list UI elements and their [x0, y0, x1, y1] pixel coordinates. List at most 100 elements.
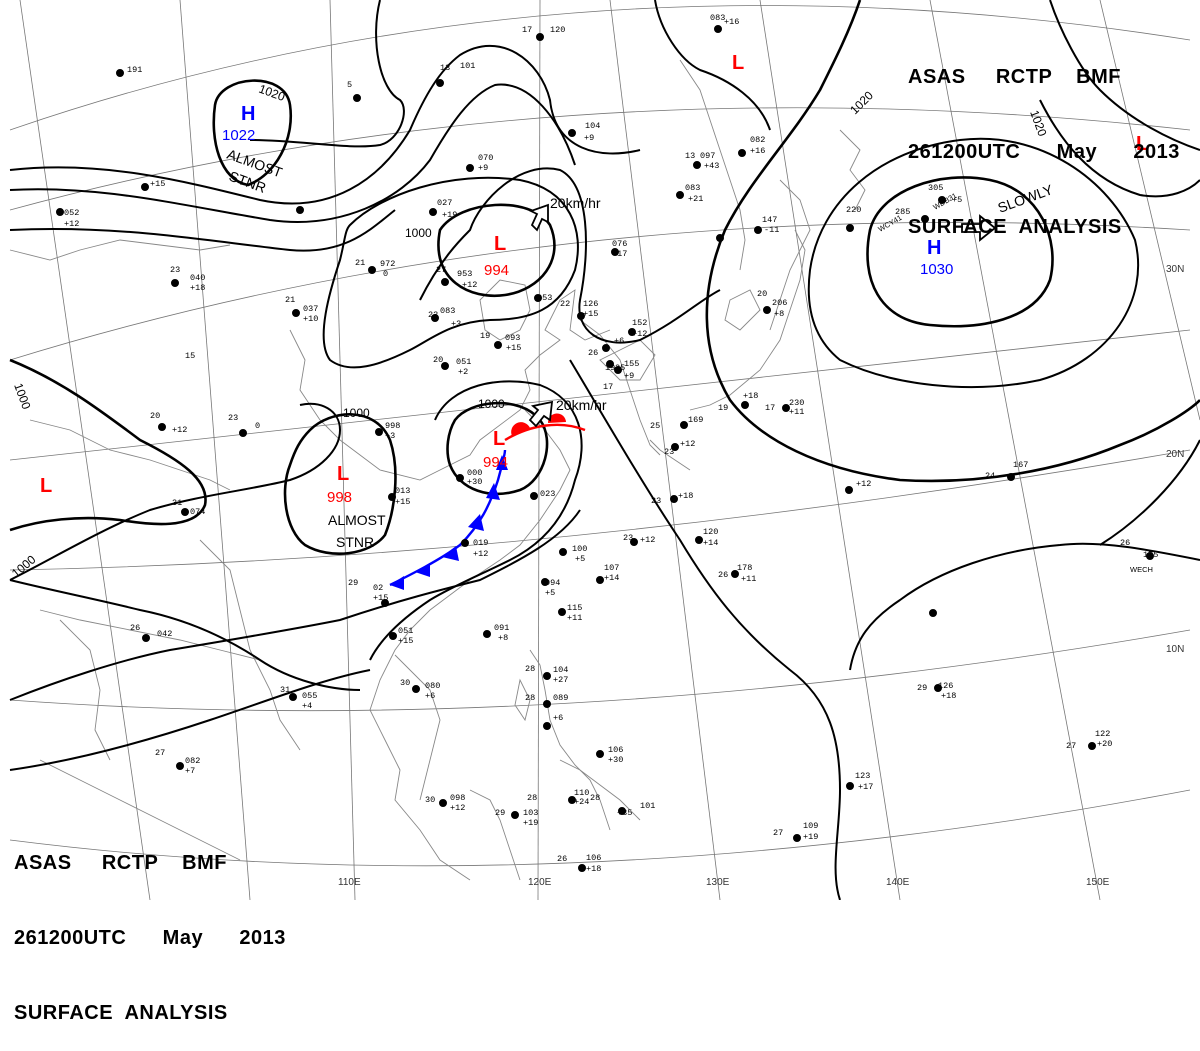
svg-text:+43: +43	[704, 161, 719, 171]
svg-text:15: 15	[185, 351, 195, 361]
isobar-south-2	[9, 509, 581, 701]
station-plots	[56, 25, 1154, 872]
motion-speed-label: 20km/hr	[556, 397, 607, 413]
lon-label: 140E	[886, 877, 910, 888]
high-center-letter: H	[241, 103, 255, 125]
header-line-2: 261200UTC May 2013	[908, 141, 1180, 163]
svg-text:+15: +15	[373, 593, 388, 603]
svg-text:120: 120	[550, 25, 565, 35]
cold-front-tri	[390, 576, 404, 590]
arrow-low1	[528, 203, 549, 232]
svg-text:052: 052	[64, 208, 79, 218]
lon-label: 130E	[706, 877, 730, 888]
svg-text:+18: +18	[678, 491, 693, 501]
svg-text:+17: +17	[858, 782, 873, 792]
svg-text:107: 107	[604, 563, 619, 573]
svg-text:23: 23	[623, 533, 633, 543]
svg-text:175: 175	[1143, 550, 1158, 560]
warm-front-semicircle	[511, 422, 530, 436]
svg-text:+12: +12	[640, 535, 655, 545]
svg-text:147: 147	[762, 215, 777, 225]
lon-label: 150E	[1086, 877, 1110, 888]
svg-text:285: 285	[895, 207, 910, 217]
isobar-north-3	[9, 209, 396, 252]
svg-text:+12: +12	[462, 280, 477, 290]
svg-text:29: 29	[917, 683, 927, 693]
svg-text:094: 094	[545, 578, 560, 588]
svg-text:083: 083	[710, 13, 725, 23]
lat-label: 30N	[1166, 264, 1184, 275]
svg-text:27: 27	[1066, 741, 1076, 751]
svg-text:100: 100	[572, 544, 587, 554]
isobar-low-994-ring	[437, 203, 556, 298]
svg-text:+5: +5	[575, 554, 585, 564]
isobar-low-994-outer	[322, 176, 579, 369]
svg-text:305: 305	[928, 183, 943, 193]
svg-text:076: 076	[612, 239, 627, 249]
header-line-3: SURFACE ANALYSIS	[14, 1002, 228, 1024]
svg-text:126: 126	[583, 299, 598, 309]
isobar-west-low-ring	[9, 358, 207, 532]
svg-text:126: 126	[938, 681, 953, 691]
header-line-2: 261200UTC May 2013	[14, 927, 286, 949]
isobar-h2-ring-2	[807, 137, 1140, 389]
svg-text:+19: +19	[803, 832, 818, 842]
svg-text:29: 29	[348, 578, 358, 588]
svg-text:+19: +19	[523, 818, 538, 828]
svg-text:28: 28	[525, 664, 535, 674]
svg-text:998: 998	[385, 421, 400, 431]
svg-text:+27: +27	[553, 675, 568, 685]
svg-text:13: 13	[685, 151, 695, 161]
svg-text:17: 17	[603, 382, 613, 392]
header-line-1: ASAS RCTP BMF	[908, 66, 1121, 88]
svg-text:27: 27	[436, 265, 446, 275]
isobar-low-998-ring	[283, 413, 397, 556]
motion-speed-label: 20km/hr	[550, 195, 601, 211]
svg-text:+12: +12	[450, 803, 465, 813]
svg-text:+15: +15	[506, 343, 521, 353]
isobars	[9, 0, 1200, 900]
svg-text:25: 25	[650, 421, 660, 431]
isobar-mid-1000	[419, 167, 721, 344]
svg-text:+15: +15	[395, 497, 410, 507]
svg-text:22: 22	[560, 299, 570, 309]
high-center-value: 1022	[222, 127, 255, 144]
svg-text:109: 109	[803, 821, 818, 831]
svg-text:+6: +6	[425, 691, 435, 701]
svg-text:+3: +3	[385, 431, 395, 441]
svg-text:083: 083	[685, 183, 700, 193]
lat-label: 10N	[1166, 644, 1184, 655]
svg-text:152: 152	[632, 318, 647, 328]
svg-text:110: 110	[574, 788, 589, 798]
svg-text:19: 19	[605, 363, 615, 373]
svg-text:082: 082	[185, 756, 200, 766]
lon-label: 120E	[528, 877, 552, 888]
svg-text:+15: +15	[150, 179, 165, 189]
svg-text:097: 097	[700, 151, 715, 161]
svg-text:+24: +24	[574, 797, 589, 807]
svg-text:220: 220	[846, 205, 861, 215]
svg-text:+11: +11	[789, 407, 804, 417]
high-center-letter: H	[927, 237, 941, 259]
isobar-label: 1000	[405, 226, 432, 240]
svg-text:115: 115	[567, 603, 582, 613]
svg-text:+12: +12	[172, 425, 187, 435]
svg-text:+15: +15	[583, 309, 598, 319]
svg-text:28: 28	[525, 693, 535, 703]
svg-text:098: 098	[450, 793, 465, 803]
header-line-1: ASAS RCTP BMF	[14, 852, 227, 874]
svg-text:+11: +11	[741, 574, 756, 584]
svg-text:28: 28	[527, 793, 537, 803]
lon-label: 110E	[338, 877, 361, 888]
svg-text:953: 953	[457, 269, 472, 279]
svg-text:101: 101	[460, 61, 475, 71]
cold-front-tri	[486, 483, 500, 500]
svg-text:+21: +21	[688, 194, 703, 204]
isobar-east-3	[849, 542, 1200, 671]
isobar-low-994b-outer	[369, 380, 583, 661]
isobar-east-2	[1039, 99, 1200, 198]
header-top-right: ASAS RCTP BMF 261200UTC May 2013 SURFACE…	[908, 15, 1180, 265]
svg-text:042: 042	[157, 629, 172, 639]
svg-text:20: 20	[150, 411, 160, 421]
